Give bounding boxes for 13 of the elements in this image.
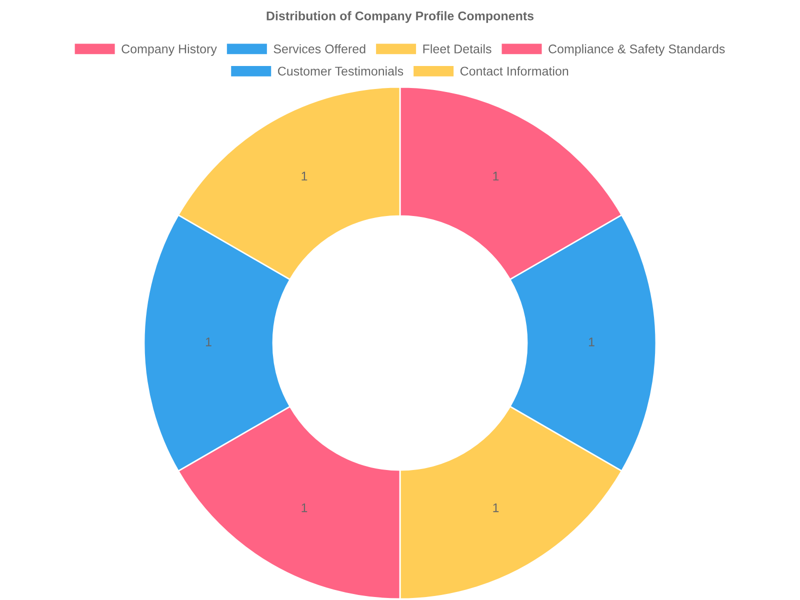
data-label: 1 bbox=[493, 503, 499, 512]
legend-label: Services Offered bbox=[274, 44, 366, 54]
data-label: 1 bbox=[206, 338, 212, 346]
legend-label: Customer Testimonials bbox=[278, 66, 404, 76]
legend-label: Company History bbox=[122, 44, 217, 56]
chart-title: Distribution of Company Profile Components bbox=[266, 11, 534, 23]
legend-label: Fleet Details bbox=[423, 44, 492, 54]
legend-label: Contact Information bbox=[460, 66, 568, 76]
data-label: 1 bbox=[493, 172, 499, 180]
data-label: 1 bbox=[588, 338, 594, 346]
legend-label: Compliance & Safety Standards bbox=[548, 44, 725, 56]
data-label: 1 bbox=[302, 172, 308, 180]
data-label: 1 bbox=[302, 503, 308, 512]
